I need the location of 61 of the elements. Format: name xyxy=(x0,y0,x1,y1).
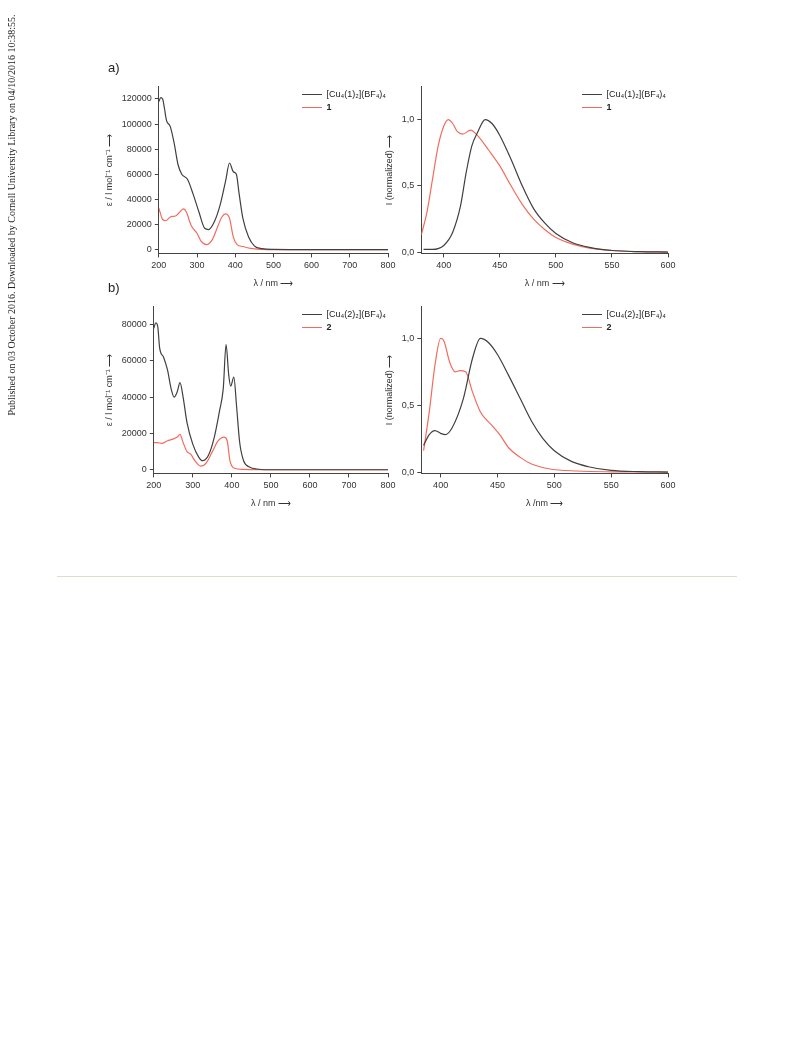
chart-title: a) xyxy=(108,60,120,75)
x-tick-label: 400 xyxy=(224,480,240,491)
y-tick-label: 120000 xyxy=(121,93,152,104)
legend-label: 2 xyxy=(606,321,612,334)
y-tick-label: 100000 xyxy=(121,118,152,129)
x-tick-label: 500 xyxy=(263,480,279,491)
x-tick-label: 600 xyxy=(302,480,318,491)
y-tick-label: 0 xyxy=(146,244,152,255)
x-tick-label: 600 xyxy=(660,480,676,491)
y-axis-title: ε / l mol⁻¹ cm⁻¹ ⟶ xyxy=(103,133,114,207)
y-tick-label: 0,5 xyxy=(401,180,415,191)
legend-label: 1 xyxy=(326,101,332,114)
y-tick-label: 0,0 xyxy=(401,466,415,477)
legend-label: 1 xyxy=(606,101,612,114)
y-tick-label: 1,0 xyxy=(401,332,415,343)
x-tick-label: 800 xyxy=(380,260,396,271)
y-tick-label: 20000 xyxy=(126,219,152,229)
x-tick-label: 450 xyxy=(489,480,505,491)
y-axis-title: ε / l mol⁻¹ cm⁻¹ ⟶ xyxy=(103,353,114,427)
x-tick-label: 200 xyxy=(151,260,167,271)
x-tick-label: 700 xyxy=(341,480,357,491)
legend-label: [Cu₄(2)₂](BF₄)₄ xyxy=(326,308,386,321)
y-tick-label: 60000 xyxy=(126,168,152,179)
x-tick-label: 550 xyxy=(604,260,620,271)
y-tick-label: 80000 xyxy=(121,319,147,330)
x-axis-title: λ / nm ⟶ xyxy=(253,278,294,289)
x-tick-label: 500 xyxy=(548,260,564,271)
y-tick-label: 40000 xyxy=(121,391,147,402)
x-tick-label: 600 xyxy=(660,260,676,271)
x-axis-title: λ / nm ⟶ xyxy=(524,278,565,289)
y-tick-label: 1,0 xyxy=(401,114,415,125)
y-tick-label: 0 xyxy=(141,464,147,475)
x-tick-label: 400 xyxy=(433,480,449,491)
y-tick-label: 80000 xyxy=(126,143,152,154)
x-tick-label: 300 xyxy=(185,480,201,491)
y-tick-label: 20000 xyxy=(121,427,147,438)
x-tick-label: 300 xyxy=(189,260,205,271)
y-tick-label: 0,5 xyxy=(401,399,415,410)
x-axis-title: λ /nm ⟶ xyxy=(525,498,564,509)
x-tick-label: 400 xyxy=(227,260,243,271)
x-tick-label: 600 xyxy=(304,260,320,271)
y-axis-title: I (normalized) ⟶ xyxy=(383,354,394,426)
y-tick-label: 0,0 xyxy=(401,246,415,257)
x-tick-label: 550 xyxy=(603,480,619,491)
chart-title: b) xyxy=(108,280,120,295)
x-tick-label: 500 xyxy=(546,480,562,491)
x-tick-label: 400 xyxy=(436,260,452,271)
x-tick-label: 800 xyxy=(380,480,396,491)
y-tick-label: 40000 xyxy=(126,193,152,204)
x-tick-label: 200 xyxy=(146,480,162,491)
x-tick-label: 500 xyxy=(265,260,281,271)
x-tick-label: 700 xyxy=(342,260,358,271)
legend-label: [Cu₄(1)₂](BF₄)₄ xyxy=(606,88,666,101)
legend-label: 2 xyxy=(326,321,332,334)
x-tick-label: 450 xyxy=(492,260,508,271)
legend-label: [Cu₄(1)₂](BF₄)₄ xyxy=(326,88,386,101)
text: Published on 03 October 2016. Downloaded by Cornell University Library on 04/10/2016 10:38:55. xyxy=(6,14,17,416)
y-tick-label: 60000 xyxy=(121,355,147,366)
legend-label: [Cu₄(2)₂](BF₄)₄ xyxy=(606,308,666,321)
y-axis-title: I (normalized) ⟶ xyxy=(383,134,394,206)
x-axis-title: λ / nm ⟶ xyxy=(250,498,291,509)
